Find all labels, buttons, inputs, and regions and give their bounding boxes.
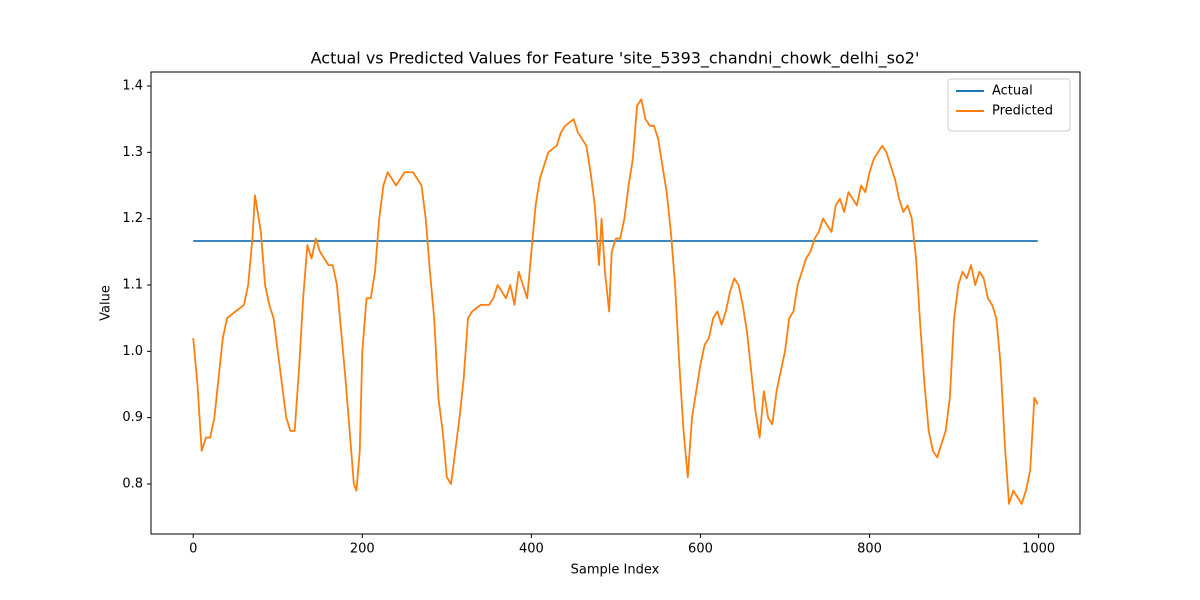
x-tick-label: 200: [350, 542, 375, 557]
x-tick-label: 0: [189, 542, 197, 557]
series-line: [192, 98, 1039, 505]
y-tick-label: 0.8: [122, 476, 143, 491]
chart-title: Actual vs Predicted Values for Feature '…: [311, 49, 920, 69]
y-tick-label: 1.1: [122, 277, 143, 292]
x-axis-label: Sample Index: [571, 563, 660, 578]
y-tick-label: 1.4: [122, 78, 143, 93]
legend-label: Actual: [992, 84, 1033, 99]
y-tick-label: 0.9: [122, 410, 143, 425]
y-axis-label: Value: [99, 285, 114, 321]
x-tick-label: 400: [519, 542, 544, 557]
plot-frame: [150, 71, 1081, 535]
x-tick-label: 1000: [1022, 542, 1055, 557]
x-tick-label: 600: [688, 542, 713, 557]
y-tick-label: 1.2: [122, 211, 143, 226]
y-tick-label: 1.0: [122, 344, 143, 359]
x-tick-label: 800: [857, 542, 882, 557]
legend-label: Predicted: [992, 104, 1053, 119]
y-tick-label: 1.3: [122, 145, 143, 160]
